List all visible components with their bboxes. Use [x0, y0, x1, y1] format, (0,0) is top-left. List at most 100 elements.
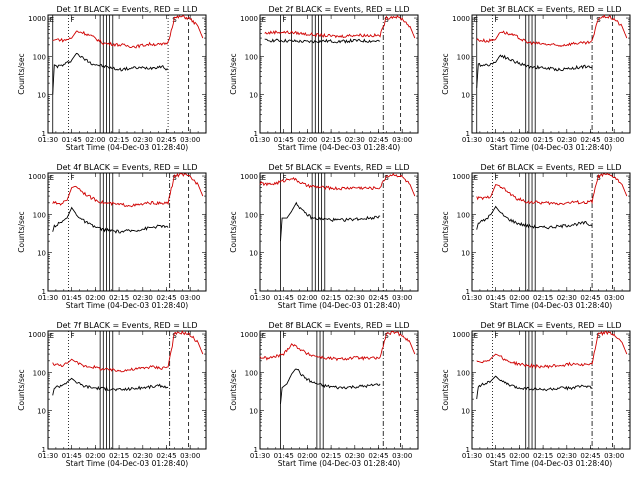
x-tick-label: 02:30: [133, 294, 153, 302]
panel-3: Det 3f BLACK = Events, RED = LLD 1 10 100 10…: [441, 5, 631, 152]
x-tick-label: 02:30: [557, 136, 577, 144]
x-tick-label: 02:15: [321, 136, 341, 144]
y-tick-label: 1000: [452, 331, 470, 339]
x-tick-label: 02:45: [156, 136, 176, 144]
x-tick-label: 03:00: [604, 294, 624, 302]
x-axis-label: Start Time (04-Dec-03 01:28:40): [490, 459, 612, 468]
y-tick-label: 1: [42, 288, 46, 296]
x-tick-label: 01:30: [250, 294, 270, 302]
x-tick-label: 02:45: [156, 452, 176, 460]
x-tick-label: 03:00: [604, 136, 624, 144]
x-tick-label: 01:45: [486, 136, 506, 144]
flag-label: S: [596, 332, 601, 340]
flag-label: E: [474, 16, 478, 24]
x-tick-label: 02:00: [85, 136, 105, 144]
y-tick-label: 10: [461, 92, 470, 100]
y-tick-label: 100: [33, 211, 46, 219]
y-tick-label: 1000: [452, 15, 470, 23]
events-series-line: [52, 377, 169, 396]
flag-label: E: [262, 174, 266, 182]
lld-series-line: [52, 172, 204, 208]
flag-label: S: [172, 174, 177, 182]
y-tick-label: 1000: [240, 173, 258, 181]
flag-label: S: [384, 332, 389, 340]
flag-label: F: [283, 332, 287, 340]
flag-label: F: [283, 16, 287, 24]
flag-label: S: [384, 174, 389, 182]
events-series-line: [52, 52, 169, 95]
events-series-line: [280, 201, 381, 242]
lld-series-line: [52, 330, 204, 373]
x-tick-label: 02:30: [557, 452, 577, 460]
flag-label: F: [283, 174, 287, 182]
flag-label: E: [474, 174, 478, 182]
y-tick-label: 1000: [28, 15, 46, 23]
x-tick-label: 01:45: [486, 452, 506, 460]
flag-label: E: [262, 16, 266, 24]
x-tick-label: 01:30: [38, 294, 58, 302]
x-tick-label: 01:45: [62, 136, 82, 144]
lld-series-line: [259, 172, 416, 197]
x-tick-label: 02:00: [297, 136, 317, 144]
panel-4: Det 4f BLACK = Events, RED = LLD 1 10 100 10…: [17, 163, 207, 310]
y-tick-label: 1: [466, 130, 470, 138]
x-tick-label: 02:30: [557, 294, 577, 302]
flag-label: S: [172, 332, 177, 340]
panel-title: Det 2f BLACK = Events, RED = LLD: [268, 5, 409, 14]
events-series-line: [52, 206, 169, 234]
x-tick-label: 02:15: [533, 452, 553, 460]
y-tick-label: 100: [245, 53, 258, 61]
plot-frame: [47, 14, 207, 134]
x-tick-label: 02:30: [133, 452, 153, 460]
panel-9: Det 9f BLACK = Events, RED = LLD 1 10 100 10…: [441, 321, 631, 468]
y-axis-label: Counts/sec: [229, 53, 238, 94]
x-axis-label: Start Time (04-Dec-03 01:28:40): [278, 459, 400, 468]
plot-frame: [471, 172, 631, 292]
x-tick-label: 03:00: [392, 136, 412, 144]
x-axis-label: Start Time (04-Dec-03 01:28:40): [278, 143, 400, 152]
y-tick-label: 1000: [452, 173, 470, 181]
x-tick-label: 01:45: [274, 452, 294, 460]
y-tick-label: 1000: [28, 331, 46, 339]
x-tick-label: 03:00: [604, 452, 624, 460]
panel-title: Det 8f BLACK = Events, RED = LLD: [268, 321, 409, 330]
y-tick-label: 100: [245, 369, 258, 377]
x-tick-label: 02:45: [580, 294, 600, 302]
events-series-line: [264, 38, 381, 44]
x-tick-label: 02:15: [321, 452, 341, 460]
y-tick-label: 1: [42, 130, 46, 138]
y-tick-label: 1: [254, 130, 258, 138]
x-axis-label: Start Time (04-Dec-03 01:28:40): [490, 143, 612, 152]
x-tick-label: 02:45: [368, 294, 388, 302]
x-tick-label: 02:45: [580, 452, 600, 460]
x-axis-label: Start Time (04-Dec-03 01:28:40): [66, 143, 188, 152]
plot-frame: [47, 172, 207, 292]
y-tick-label: 100: [457, 211, 470, 219]
x-tick-label: 02:15: [533, 294, 553, 302]
flag-label: E: [50, 174, 54, 182]
flag-label: S: [596, 16, 601, 24]
x-tick-label: 02:15: [533, 136, 553, 144]
x-tick-label: 01:45: [274, 136, 294, 144]
y-axis-label: Counts/sec: [17, 53, 26, 94]
panel-title: Det 3f BLACK = Events, RED = LLD: [480, 5, 621, 14]
y-tick-label: 10: [37, 408, 46, 416]
x-axis-label: Start Time (04-Dec-03 01:28:40): [278, 301, 400, 310]
x-tick-label: 02:45: [368, 452, 388, 460]
events-series-line: [476, 54, 593, 88]
y-tick-label: 100: [457, 53, 470, 61]
x-tick-label: 02:30: [345, 452, 365, 460]
flag-label: F: [495, 16, 499, 24]
y-tick-label: 1: [42, 446, 46, 454]
y-tick-label: 10: [37, 92, 46, 100]
x-tick-label: 02:15: [109, 136, 129, 144]
x-tick-label: 02:00: [509, 452, 529, 460]
plot-frame: [471, 330, 631, 450]
x-axis-label: Start Time (04-Dec-03 01:28:40): [490, 301, 612, 310]
panel-7: Det 7f BLACK = Events, RED = LLD 1 10 100 10…: [17, 321, 207, 468]
x-tick-label: 01:30: [250, 452, 270, 460]
x-tick-label: 01:30: [38, 136, 58, 144]
y-tick-label: 100: [457, 369, 470, 377]
y-tick-label: 1000: [240, 15, 258, 23]
flag-label: F: [495, 174, 499, 182]
